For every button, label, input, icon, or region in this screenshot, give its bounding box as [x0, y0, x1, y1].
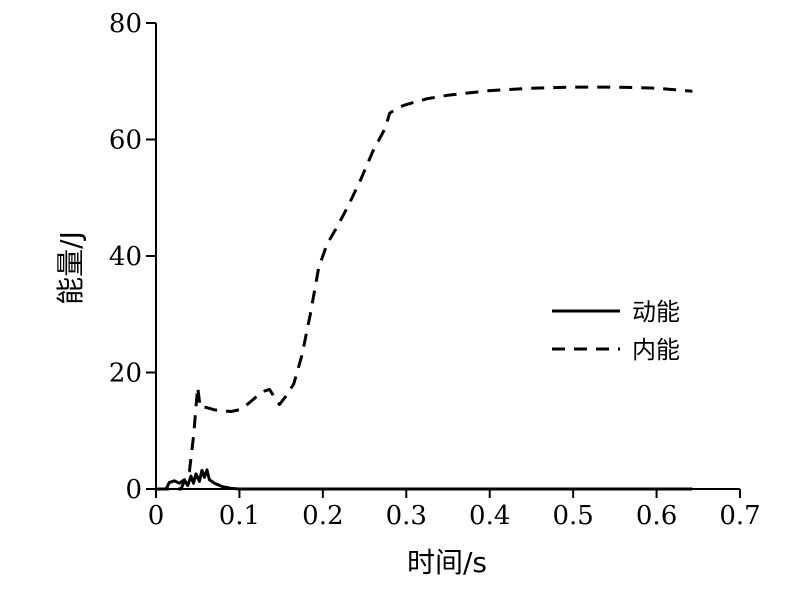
x-tick-label: 0.2 — [302, 501, 343, 531]
x-tick-label: 0.3 — [386, 501, 427, 531]
x-tick-label: 0.4 — [469, 501, 510, 531]
x-axis-label: 时间/s — [407, 546, 487, 579]
x-tick-label: 0.5 — [552, 501, 593, 531]
legend-label-kinetic: 动能 — [632, 298, 680, 326]
x-tick-label: 0.6 — [636, 501, 677, 531]
series-line-internal — [156, 85, 693, 491]
axes — [155, 23, 740, 490]
plot-lines — [156, 85, 693, 491]
y-axis-label: 能量/J — [54, 231, 87, 305]
y-tick-label: 0 — [125, 475, 142, 505]
y-tick-label: 20 — [109, 359, 142, 389]
legend-label-internal: 内能 — [632, 336, 680, 364]
series-line-kinetic — [156, 468, 693, 491]
ticks: 0 0.1 0.2 0.3 0.4 0.5 0.6 0.7 0 20 40 60 80 — [109, 9, 761, 531]
x-tick-label: 0.1 — [219, 501, 260, 531]
x-tick-label: 0 — [148, 501, 165, 531]
y-tick-label: 60 — [109, 126, 142, 156]
legend: 动能 内能 — [552, 298, 680, 364]
x-tick-label: 0.7 — [719, 501, 760, 531]
y-tick-label: 80 — [109, 9, 142, 39]
y-tick-label: 40 — [109, 242, 142, 272]
